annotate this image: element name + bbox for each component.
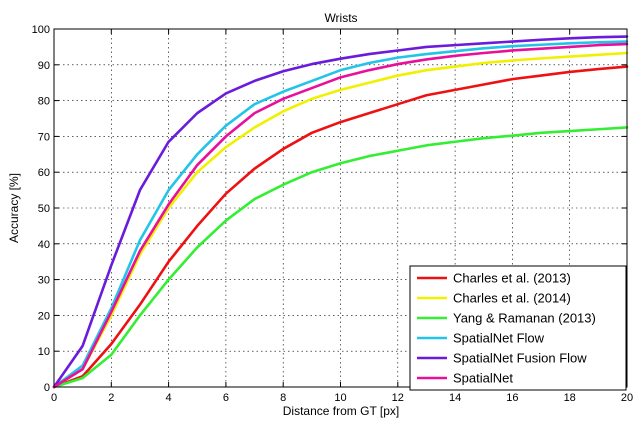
y-tick-label: 30: [38, 275, 50, 287]
x-tick-label: 16: [506, 392, 518, 404]
y-tick-label: 20: [38, 310, 50, 322]
x-tick-label: 18: [564, 392, 576, 404]
x-tick-label: 20: [621, 392, 633, 404]
x-tick-label: 4: [166, 392, 172, 404]
x-tick-label: 12: [392, 392, 404, 404]
y-tick-label: 100: [32, 24, 50, 36]
x-tick-label: 0: [51, 392, 57, 404]
legend-label: Charles et al. (2013): [453, 271, 571, 286]
series-line-3: [52, 126, 629, 389]
series-line-1: [52, 65, 629, 389]
y-tick-label: 0: [44, 382, 50, 394]
x-tick-label: 2: [108, 392, 114, 404]
legend-label: SpatialNet Fusion Flow: [453, 351, 587, 366]
series-line-4: [52, 40, 629, 389]
series-lines: [52, 35, 629, 389]
y-tick-label: 80: [38, 96, 50, 108]
series-line-5: [52, 35, 629, 389]
y-axis-label: Accuracy [%]: [7, 173, 21, 243]
x-tick-label: 6: [223, 392, 229, 404]
legend: Charles et al. (2013) Charles et al. (201…: [409, 265, 627, 391]
legend-label: SpatialNet: [453, 371, 513, 386]
y-tick-label: 60: [38, 167, 50, 179]
y-tick-label: 70: [38, 131, 50, 143]
chart-title: Wrists: [324, 11, 357, 25]
y-tick-label: 50: [38, 203, 50, 215]
y-tick-label: 10: [38, 346, 50, 358]
legend-label: SpatialNet Flow: [453, 331, 545, 346]
y-tick-label: 90: [38, 60, 50, 72]
legend-box: [409, 265, 627, 391]
y-tick-labels: 0 10 20 30 40 50 60 70 80 90 100: [32, 24, 50, 394]
x-tick-label: 14: [449, 392, 461, 404]
x-tick-label: 8: [280, 392, 286, 404]
x-tick-label: 10: [334, 392, 346, 404]
legend-label: Yang & Ramanan (2013): [453, 311, 596, 326]
x-tick-labels: 0 2 4 6 8 10 12 14 16 18 20: [51, 392, 633, 404]
y-tick-label: 40: [38, 239, 50, 251]
legend-label: Charles et al. (2014): [453, 291, 571, 306]
x-axis-label: Distance from GT [px]: [283, 404, 399, 418]
series-line-2: [52, 51, 629, 389]
series-line-6: [52, 42, 629, 389]
